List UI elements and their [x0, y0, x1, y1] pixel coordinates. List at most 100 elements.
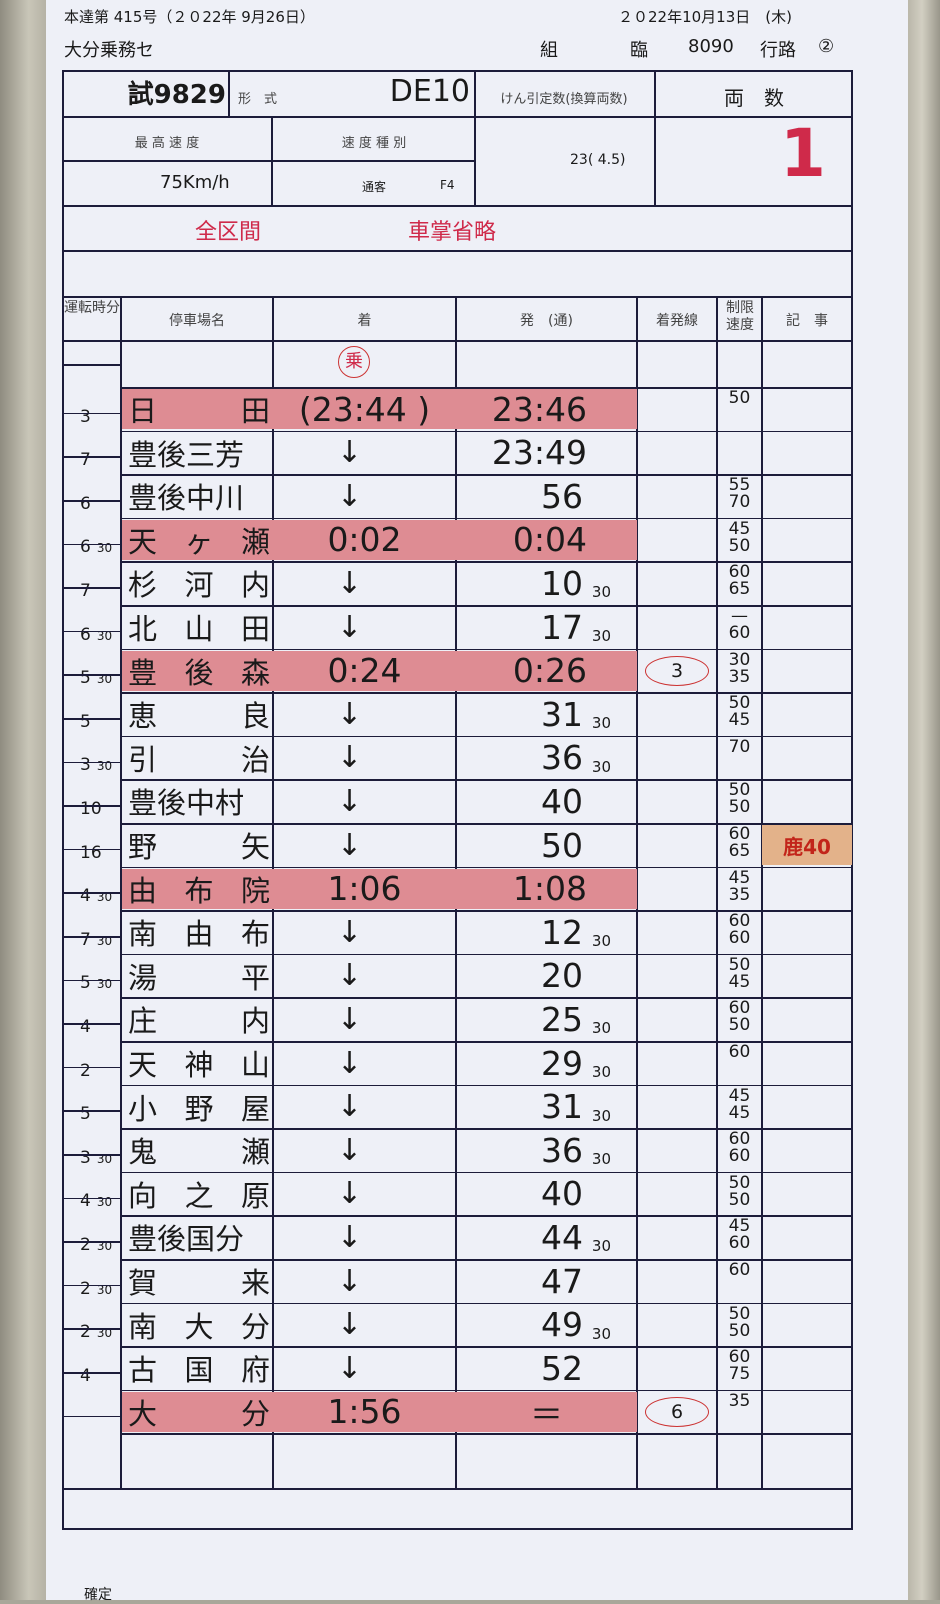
run-minutes: 4 — [80, 1365, 91, 1386]
run-time: 4 — [62, 1366, 120, 1386]
note — [762, 1172, 852, 1216]
station-char: 平 — [240, 960, 270, 995]
speed-value: 45 — [728, 1216, 751, 1237]
speed-limit: 60 75 — [717, 1346, 762, 1390]
row-rule — [120, 735, 852, 738]
train-number-field: 試9829 — [127, 80, 226, 110]
arrival-track — [637, 1041, 717, 1085]
operation-date: ２０22年10月13日 (木) — [618, 8, 792, 26]
station-char: 鬼 — [128, 1135, 158, 1170]
station-name: 大分 — [124, 1390, 274, 1434]
station-char: 之 — [184, 1178, 214, 1213]
depart-time-main: 56 — [541, 476, 583, 516]
speed-value: 50 — [728, 780, 751, 801]
arrival-track — [637, 431, 717, 475]
pass-arrow-icon: ↓ — [336, 609, 363, 645]
depart-seconds: 30 — [591, 1237, 611, 1256]
station-name: 豊後国分 — [124, 1215, 274, 1259]
speed-value: 60 — [728, 623, 751, 643]
timetable-row: 豊後国分 ↓ 44 30 45 60 — [120, 1215, 852, 1259]
run-minutes: 2 — [80, 1322, 91, 1343]
speed-limit: 45 60 — [717, 1215, 762, 1259]
row-rule — [120, 1215, 852, 1217]
depart-time-main: 36 — [541, 1130, 583, 1170]
col-speed-limit: 制限速度 — [726, 300, 754, 333]
run-time: 2 30 — [62, 1279, 120, 1299]
depart-time: ＝ — [456, 1390, 637, 1434]
tonnage: 23( 4.5) — [570, 152, 626, 168]
row-rule — [120, 517, 852, 520]
arrival-track — [637, 1172, 717, 1216]
speed-limit: —60 — [717, 605, 762, 649]
depart-seconds: 30 — [591, 627, 611, 645]
arrive-time: 1:06 — [327, 869, 402, 909]
note — [762, 387, 852, 431]
speed-limit: 30 35 — [717, 649, 762, 693]
row-rule — [120, 1128, 852, 1130]
speed-value: 70 — [728, 736, 751, 757]
depart-time-main: 12 — [541, 912, 583, 952]
depart-time: 49 30 — [456, 1303, 637, 1347]
run-minutes: 10 — [80, 799, 102, 819]
station-char: 杉 — [128, 568, 158, 603]
speed-limit: 60 — [717, 1041, 762, 1085]
note — [762, 997, 852, 1041]
board-frame-right — [904, 0, 940, 1600]
depart-time-main: 52 — [541, 1348, 583, 1388]
arrival-track: 3 — [637, 649, 717, 693]
arrival-track — [637, 779, 717, 823]
stop-highlight — [122, 389, 637, 429]
speed-value: 50 — [728, 1015, 751, 1036]
timetable-sheet — [46, 0, 908, 1600]
crew-office: 大分乗務セ — [64, 40, 154, 61]
run-minutes: 7 — [80, 450, 91, 471]
track-number: 3 — [645, 655, 709, 686]
depart-time: 36 30 — [456, 736, 637, 780]
row-rule — [120, 779, 852, 781]
row-rule — [120, 1041, 852, 1043]
run-rule — [62, 587, 120, 589]
timetable-row: 南大分 ↓ 49 30 50 50 — [120, 1303, 852, 1347]
station-char: 南 — [128, 1309, 158, 1344]
speed-value: 75 — [728, 1364, 751, 1385]
run-time: 5 30 — [62, 668, 120, 688]
timetable-row: 湯平 ↓ 20 50 45 — [120, 954, 852, 998]
pass-arrow-icon: ↓ — [336, 435, 363, 471]
run-minutes: 6 — [80, 493, 91, 514]
arrival-track — [637, 561, 717, 605]
speed-class: 通客 — [362, 180, 387, 194]
col-notes: 記 事 — [786, 313, 828, 329]
run-time: 6 — [62, 494, 120, 514]
run-rule — [62, 718, 120, 720]
timetable-row: 北山田 ↓ 17 30—60 — [120, 605, 852, 649]
arrival-track — [637, 954, 717, 998]
arrival-track — [637, 997, 717, 1041]
speed-value: 50 — [728, 693, 751, 714]
note — [762, 605, 852, 649]
station-char: 豊後三芳 — [128, 437, 245, 472]
timetable-row: 由布院 1:06 1:08 45 35 — [120, 867, 852, 911]
run-rule — [62, 805, 120, 807]
note — [762, 910, 852, 954]
run-minutes: 2 — [80, 1060, 91, 1081]
note — [762, 779, 852, 823]
station-name: 賀来 — [124, 1259, 274, 1303]
run-minutes: 5 — [80, 1104, 91, 1125]
arrival-track — [637, 1215, 717, 1259]
run-minutes: 3 — [80, 1147, 91, 1168]
timetable-row: 向之原 ↓ 40 50 50 — [120, 1172, 852, 1216]
station-char: 瀬 — [240, 524, 270, 559]
note — [762, 518, 852, 562]
depart-time-main: 31 — [541, 694, 583, 734]
row-rule — [120, 1433, 852, 1435]
speed-value: 60 — [728, 1042, 751, 1062]
run-minutes: 5 — [80, 668, 91, 689]
station-char: 田 — [240, 612, 270, 646]
run-time: 2 30 — [62, 1235, 120, 1255]
station-char: 山 — [184, 612, 214, 646]
note — [762, 1215, 852, 1259]
depart-time-main: 50 — [541, 825, 583, 865]
note — [762, 1128, 852, 1172]
speed-value: 55 — [728, 475, 751, 496]
pass-arrow-icon: ↓ — [336, 478, 363, 514]
